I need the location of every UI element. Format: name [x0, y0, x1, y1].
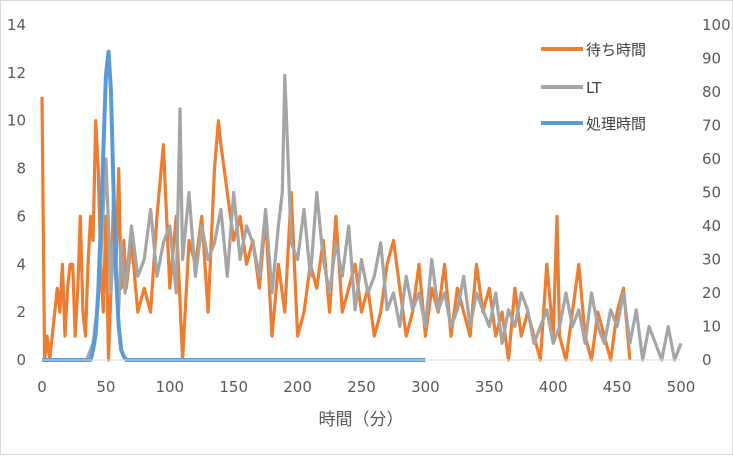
legend-label: LT — [586, 79, 602, 97]
right-tick-label: 0 — [702, 351, 712, 369]
x-tick-label: 50 — [96, 378, 115, 396]
x-tick-label: 100 — [155, 378, 184, 396]
left-tick-label: 0 — [16, 351, 26, 369]
right-tick-label: 60 — [702, 150, 721, 168]
x-tick-label: 150 — [219, 378, 248, 396]
left-tick-label: 14 — [7, 16, 26, 34]
series-layer — [40, 49, 683, 362]
right-tick-label: 70 — [702, 117, 721, 135]
right-tick-label: 80 — [702, 83, 721, 101]
lt-series-line — [42, 73, 683, 362]
legend-label: 処理時間 — [586, 115, 646, 133]
x-tick-label: 300 — [411, 378, 440, 396]
right-tick-label: 30 — [702, 251, 721, 269]
right-axis-ticks: 0 10 20 30 40 50 60 70 80 90 100 — [702, 16, 731, 369]
legend-item-lt: LT — [541, 79, 602, 97]
x-axis-title: 時間（分） — [319, 410, 404, 430]
left-axis-ticks: 0 2 4 6 8 10 12 14 — [7, 16, 26, 369]
left-tick-label: 2 — [16, 303, 26, 321]
right-tick-label: 100 — [702, 16, 731, 34]
x-tick-label: 450 — [603, 378, 632, 396]
legend-item-wait-time: 待ち時間 — [541, 41, 646, 59]
x-tick-label: 250 — [347, 378, 376, 396]
left-tick-label: 6 — [16, 207, 26, 225]
x-axis-ticks: 0 50 100 150 200 250 300 350 400 450 500 — [37, 378, 695, 396]
legend: 待ち時間 LT 処理時間 — [541, 41, 646, 133]
right-tick-label: 20 — [702, 284, 721, 302]
right-tick-label: 50 — [702, 184, 721, 202]
x-tick-label: 200 — [283, 378, 312, 396]
x-tick-label: 500 — [667, 378, 696, 396]
wait-time-series-line — [40, 96, 632, 362]
x-tick-label: 400 — [539, 378, 568, 396]
left-tick-label: 12 — [7, 64, 26, 82]
x-tick-label: 0 — [37, 378, 47, 396]
x-tick-label: 350 — [475, 378, 504, 396]
legend-item-processing-time: 処理時間 — [541, 115, 646, 133]
right-tick-label: 40 — [702, 217, 721, 235]
legend-label: 待ち時間 — [586, 41, 646, 59]
right-tick-label: 90 — [702, 50, 721, 68]
left-tick-label: 4 — [16, 255, 26, 273]
right-tick-label: 10 — [702, 318, 721, 336]
left-tick-label: 8 — [16, 160, 26, 178]
left-tick-label: 10 — [7, 112, 26, 130]
